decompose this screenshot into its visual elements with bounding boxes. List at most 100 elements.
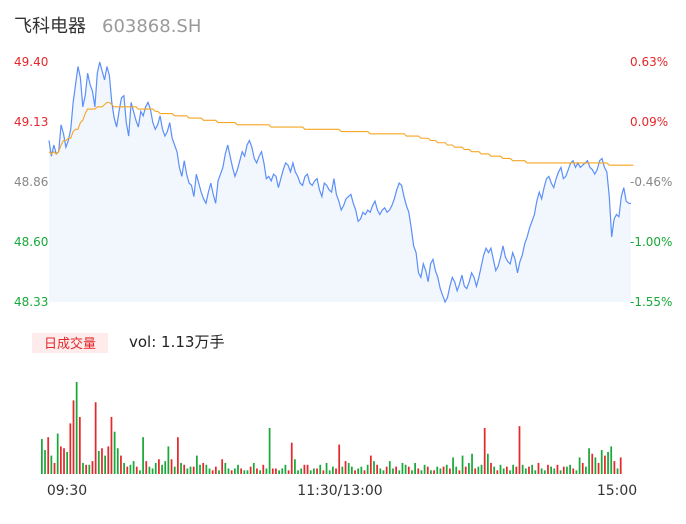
volume-bar xyxy=(41,439,43,474)
volume-bar xyxy=(458,470,461,474)
volume-bar xyxy=(471,453,473,474)
volume-bar xyxy=(373,461,375,474)
volume-bar xyxy=(300,468,303,474)
volume-bar xyxy=(449,468,451,474)
volume-bar xyxy=(483,428,486,474)
volume-badge-label: 日成交量 xyxy=(44,336,96,352)
volume-bar xyxy=(480,464,483,474)
time-tick-label: 15:00 xyxy=(597,483,637,499)
volume-bar xyxy=(398,470,401,474)
volume-bar xyxy=(607,451,609,474)
volume-bar xyxy=(407,466,410,474)
volume-bar xyxy=(246,470,249,474)
volume-bar xyxy=(249,466,252,474)
volume-bar xyxy=(101,448,103,474)
volume-bar xyxy=(616,468,619,474)
volume-bar xyxy=(597,462,600,474)
volume-badge xyxy=(32,333,108,353)
volume-bar xyxy=(335,468,337,474)
volume-bar xyxy=(585,466,587,474)
volume-bar xyxy=(588,448,590,474)
volume-bar xyxy=(97,451,100,474)
average-price-line xyxy=(48,101,634,166)
percent-tick-label: -1.00% xyxy=(630,235,672,249)
volume-bar xyxy=(256,468,258,474)
volume-bar xyxy=(262,464,265,474)
volume-bar xyxy=(505,466,508,474)
volume-bar xyxy=(237,464,239,474)
price-plot-area xyxy=(48,61,634,304)
volume-bar xyxy=(477,466,480,474)
volume-bar xyxy=(610,446,613,474)
volume-bar xyxy=(594,457,597,474)
volume-bar xyxy=(572,468,575,474)
volume-bar xyxy=(278,470,280,474)
volume-bar xyxy=(328,470,331,474)
volume-bar xyxy=(69,423,72,474)
volume-bar xyxy=(82,462,84,474)
volume-bar xyxy=(132,461,135,474)
volume-bar xyxy=(199,464,201,474)
volume-bar xyxy=(284,464,287,474)
volume-bar xyxy=(553,468,556,474)
price-line xyxy=(48,61,631,304)
volume-bar xyxy=(619,457,622,474)
volume-bar xyxy=(192,466,195,474)
volume-bar xyxy=(53,462,56,474)
volume-bar xyxy=(170,459,173,474)
volume-bar xyxy=(281,468,284,474)
volume-bar xyxy=(167,446,170,474)
percent-tick-label: 0.63% xyxy=(630,55,668,69)
price-area-fill xyxy=(49,62,631,302)
price-tick-label: 49.13 xyxy=(14,115,48,129)
volume-bar xyxy=(145,461,148,474)
volume-bar xyxy=(401,462,404,474)
volume-bar xyxy=(455,466,458,474)
volume-bar xyxy=(142,437,144,474)
price-tick-label: 49.40 xyxy=(14,55,48,69)
volume-bar xyxy=(186,468,189,474)
volume-bar xyxy=(445,464,448,474)
volume-bar xyxy=(420,470,423,474)
volume-bar xyxy=(120,455,122,474)
volume-bar xyxy=(499,464,502,474)
volume-bar xyxy=(341,466,344,474)
volume-bar xyxy=(338,444,341,474)
volume-bar xyxy=(75,382,78,474)
volume-bar xyxy=(78,416,81,474)
volume-bar xyxy=(395,466,397,474)
volume-bar xyxy=(534,470,537,474)
volume-bar xyxy=(205,464,208,474)
volume-bar xyxy=(135,466,138,474)
volume-bar xyxy=(414,462,416,474)
volume-bar xyxy=(426,466,429,474)
volume-bar xyxy=(56,433,59,474)
volume-bar xyxy=(354,470,356,474)
volume-bar xyxy=(180,462,182,474)
volume-bar xyxy=(347,462,350,474)
volume-bar xyxy=(306,464,309,474)
volume-bar xyxy=(177,437,179,474)
volume-bar xyxy=(591,453,594,474)
volume-bar xyxy=(468,462,470,474)
volume-bar xyxy=(72,400,75,474)
volume-bar xyxy=(189,466,192,474)
volume-bar xyxy=(325,462,328,474)
volume-bar xyxy=(357,468,360,474)
volume-bar xyxy=(154,462,157,474)
volume-bar xyxy=(556,464,559,474)
volume-bar xyxy=(294,459,296,474)
volume-bar xyxy=(322,470,325,474)
volume-bar xyxy=(47,437,50,474)
volume-bar xyxy=(44,450,46,474)
volume-bar xyxy=(271,468,274,474)
volume-bar xyxy=(537,462,540,474)
volume-bar xyxy=(268,428,271,474)
volume-bar xyxy=(439,468,442,474)
volume-bar xyxy=(230,470,233,474)
volume-bar xyxy=(297,470,299,474)
volume-bar xyxy=(423,464,426,474)
volume-bar xyxy=(547,464,549,474)
volume-bar xyxy=(515,466,518,474)
volume-bar xyxy=(91,461,94,474)
